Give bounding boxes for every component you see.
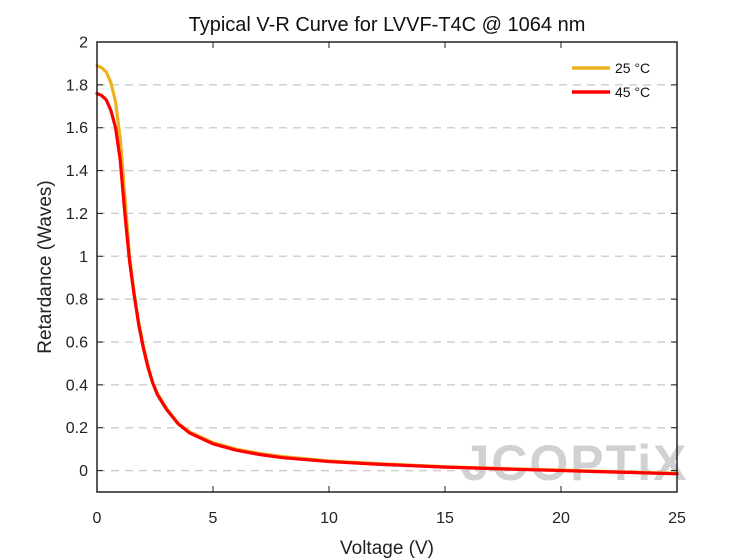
x-axis: 0 5 10 15 20 25 <box>93 42 686 527</box>
y-tick-label: 1.6 <box>66 120 88 137</box>
x-tick-label: 15 <box>436 510 454 527</box>
x-tick-label: 10 <box>320 510 338 527</box>
x-tick-label: 20 <box>552 510 570 527</box>
x-tick-label: 25 <box>668 510 686 527</box>
y-tick-label: 0.8 <box>66 292 88 309</box>
legend-label: 45 °C <box>615 84 650 100</box>
grid-lines <box>97 84 677 472</box>
plot-frame <box>96 41 678 493</box>
y-tick-label: 0.2 <box>66 420 88 437</box>
watermark: JCOPTiX <box>461 435 688 491</box>
x-tick-label: 0 <box>93 510 102 527</box>
legend: 25 °C 45 °C <box>572 60 650 100</box>
y-tick-label: 1.2 <box>66 206 88 223</box>
y-tick-label: 1.4 <box>66 163 88 180</box>
y-tick-label: 0 <box>79 463 88 480</box>
y-axis: 0 0.2 0.4 0.6 0.8 1 1.2 1.4 1.6 1.8 2 <box>66 35 677 480</box>
series-lines <box>95 63 679 476</box>
y-axis-label: Retardance (Waves) <box>35 180 56 354</box>
y-tick-label: 1 <box>79 249 88 266</box>
y-tick-label: 1.8 <box>66 77 88 94</box>
y-tick-label: 2 <box>79 35 88 52</box>
watermark-logo: JCOPTiX <box>461 435 688 491</box>
series-line-1 <box>95 63 679 475</box>
x-tick-label: 5 <box>209 510 218 527</box>
legend-label: 25 °C <box>615 60 650 76</box>
chart-title: Typical V-R Curve for LVVF-T4C @ 1064 nm <box>189 14 586 36</box>
series-line-2 <box>95 91 679 476</box>
x-axis-label: Voltage (V) <box>340 538 434 559</box>
y-tick-label: 0.6 <box>66 335 88 352</box>
y-tick-label: 0.4 <box>66 377 88 394</box>
